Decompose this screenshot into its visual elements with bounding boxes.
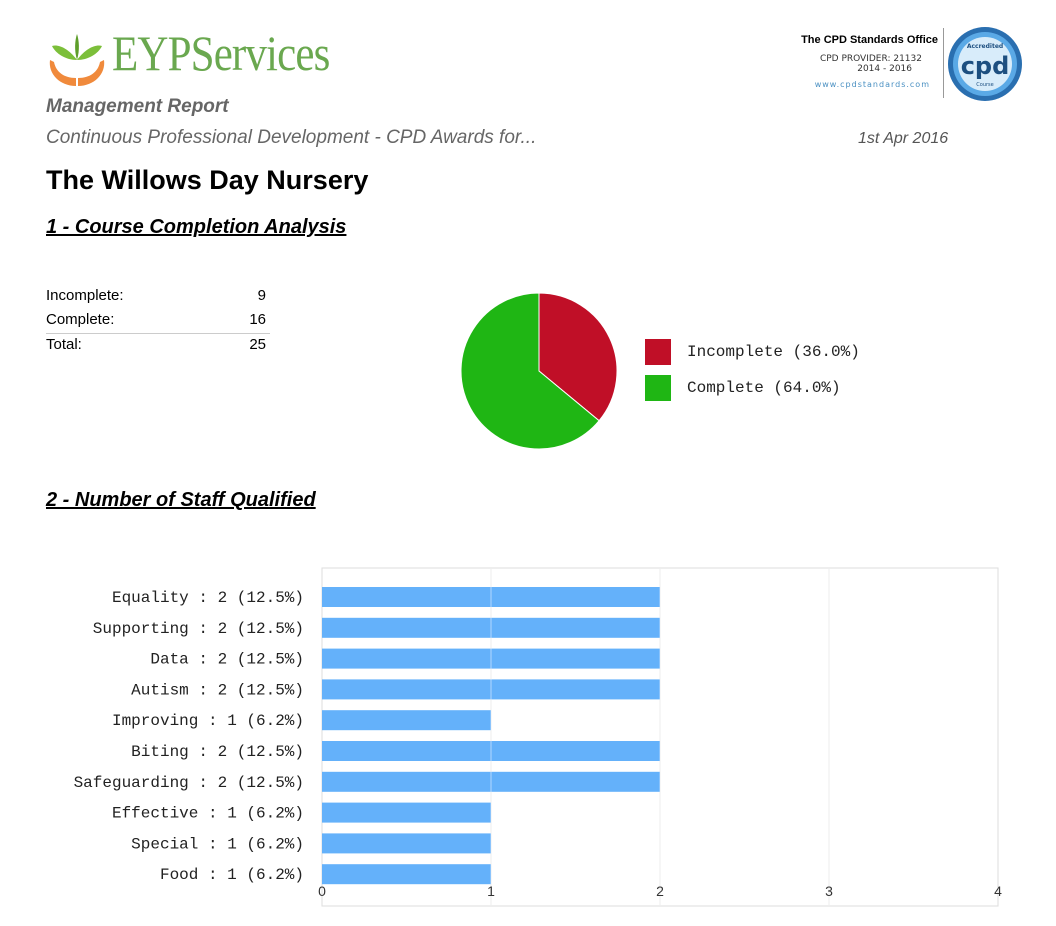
category-label: Autism : 2 (12.5%) — [131, 681, 304, 699]
report-type: Management Report — [46, 96, 229, 117]
x-tick-label: 2 — [656, 883, 664, 899]
pie-slice-complete — [460, 292, 600, 450]
legend-label: Incomplete (36.0%) — [687, 343, 860, 361]
badge-main-text: cpd — [961, 52, 1010, 80]
eyp-logo: EYPServices — [46, 20, 346, 90]
summary-row-incomplete: Incomplete: 9 — [46, 285, 270, 309]
cpd-years: 2014 - 2016 — [857, 64, 912, 74]
cpd-badge-icon: Accredited cpd Course — [948, 27, 1022, 101]
pie-legend: Incomplete (36.0%) Complete (64.0%) — [645, 334, 860, 406]
category-label: Data : 2 (12.5%) — [150, 651, 304, 669]
cpd-website: www.cpdstandards.com — [814, 80, 930, 89]
page-title: The Willows Day Nursery — [46, 165, 369, 195]
x-tick-label: 1 — [487, 883, 495, 899]
summary-row-complete: Complete: 16 — [46, 309, 270, 334]
legend-label: Complete (64.0%) — [687, 379, 841, 397]
category-label: Effective : 1 (6.2%) — [112, 805, 304, 823]
summary-value: 9 — [257, 287, 266, 304]
report-subtitle: Continuous Professional Development - CP… — [46, 127, 537, 148]
bar — [322, 833, 491, 854]
hands-leaf-icon — [49, 34, 105, 86]
cpd-provider-number: CPD PROVIDER: 21132 — [819, 54, 922, 64]
legend-item-complete: Complete (64.0%) — [645, 370, 860, 406]
category-label: Supporting : 2 (12.5%) — [93, 620, 304, 638]
legend-swatch-incomplete — [645, 339, 671, 365]
summary-label: Incomplete: — [46, 287, 124, 304]
report-date: 1st Apr 2016 — [858, 130, 949, 147]
divider — [943, 28, 944, 98]
x-tick-label: 3 — [825, 883, 833, 899]
section-staff-title: 2 - Number of Staff Qualified — [46, 489, 316, 511]
summary-value: 25 — [249, 336, 266, 353]
summary-label: Total: — [46, 336, 82, 353]
staff-qualified-bar-chart: Equality : 2 (12.5%) Supporting : 2 (12.5… — [74, 567, 1002, 907]
category-label: Equality : 2 (12.5%) — [112, 589, 304, 607]
category-label: Food : 1 (6.2%) — [160, 866, 304, 884]
completion-summary-table: Incomplete: 9 Complete: 16 Total: 25 — [46, 285, 270, 358]
cpd-accreditation: The CPD Standards Office CPD PROVIDER: 2… — [770, 24, 1030, 108]
bar — [322, 802, 491, 823]
legend-item-incomplete: Incomplete (36.0%) — [645, 334, 860, 370]
cpd-office-name: The CPD Standards Office — [801, 34, 938, 46]
category-label: Improving : 1 (6.2%) — [112, 712, 304, 730]
bar — [322, 864, 491, 885]
x-tick-label: 4 — [994, 883, 1002, 899]
badge-top-text: Accredited — [967, 43, 1003, 50]
pie-slice-incomplete — [538, 292, 618, 422]
brand-name: EYPServices — [112, 25, 330, 81]
completion-pie-chart — [460, 292, 618, 450]
legend-swatch-complete — [645, 375, 671, 401]
summary-value: 16 — [249, 311, 266, 328]
badge-bottom-text: Course — [976, 82, 993, 88]
section-completion-title: 1 - Course Completion Analysis — [46, 216, 347, 238]
category-label: Special : 1 (6.2%) — [131, 835, 304, 853]
category-label: Biting : 2 (12.5%) — [131, 743, 304, 761]
summary-row-total: Total: 25 — [46, 334, 270, 358]
category-label: Safeguarding : 2 (12.5%) — [74, 774, 304, 792]
x-tick-label: 0 — [318, 883, 326, 899]
bar — [322, 710, 491, 731]
summary-label: Complete: — [46, 311, 115, 328]
